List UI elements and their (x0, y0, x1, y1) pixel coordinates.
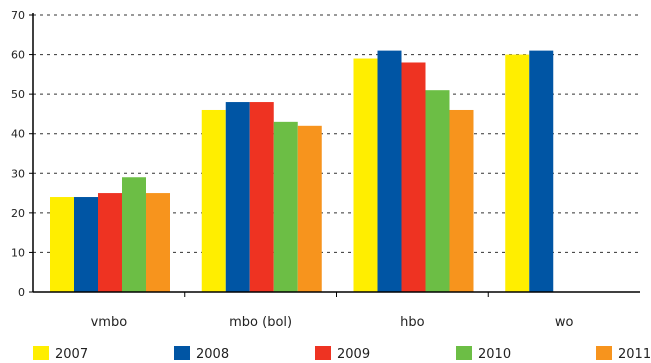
y-tick-label: 0 (18, 286, 25, 299)
bar-hbo-2007 (353, 58, 378, 293)
bar-vmbo-2008 (74, 197, 98, 292)
bar-mbo-bol--2009 (249, 102, 274, 292)
legend-label-2009: 2009 (337, 347, 370, 362)
legend-swatch-2008 (174, 346, 190, 360)
x-category-label: vmbo (91, 315, 128, 330)
y-tick-label: 60 (11, 49, 25, 62)
bar-hbo-2011 (449, 109, 474, 292)
legend-label-2008: 2008 (196, 347, 229, 362)
x-category-label: mbo (bol) (229, 315, 292, 330)
bar-mbo-bol--2010 (273, 121, 298, 292)
legend-swatch-2007 (33, 346, 49, 360)
y-tick-label: 40 (11, 128, 25, 141)
bar-mbo-bol--2008 (225, 102, 250, 292)
legend-swatch-2010 (456, 346, 472, 360)
legend-label-2010: 2010 (478, 347, 511, 362)
x-category-label: wo (555, 315, 574, 330)
bar-wo-2007 (505, 54, 530, 293)
bar-hbo-2008 (377, 50, 402, 292)
y-tick-label: 20 (11, 207, 25, 220)
bar-wo-2008 (529, 50, 554, 292)
x-category-label: hbo (400, 315, 424, 330)
y-tick-label: 50 (11, 88, 25, 101)
legend-label-2011: 2011 (618, 347, 651, 362)
y-tick-label: 10 (11, 246, 25, 259)
bar-vmbo-2009 (98, 193, 122, 292)
bars (50, 50, 554, 293)
bar-mbo-bol--2007 (201, 109, 226, 292)
axes: 0 10 20 30 40 50 60 70 vmbo mbo (bol) hbo wo (11, 9, 640, 330)
legend-label-2007: 2007 (55, 347, 88, 362)
bar-mbo-bol--2011 (297, 125, 322, 292)
legend-swatch-2011 (596, 346, 612, 360)
bar-hbo-2010 (425, 90, 450, 292)
bar-vmbo-2007 (50, 197, 74, 292)
bar-hbo-2009 (401, 62, 426, 292)
legend-swatch-2009 (315, 346, 331, 360)
legend: 2007 2008 2009 2010 2011 (33, 346, 651, 362)
bar-vmbo-2010 (122, 177, 146, 292)
y-tick-label: 70 (11, 9, 25, 22)
bar-vmbo-2011 (146, 193, 170, 292)
y-tick-label: 30 (11, 167, 25, 180)
